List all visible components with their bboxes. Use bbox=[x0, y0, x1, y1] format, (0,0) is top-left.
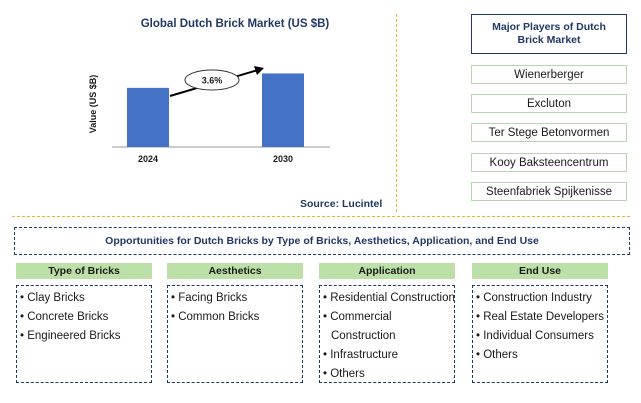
category-header-end-use: End Use bbox=[472, 263, 608, 279]
cagr-label: 3.6% bbox=[202, 76, 223, 86]
player-item: Steenfabriek Spijkenisse bbox=[471, 182, 627, 201]
bar-2024 bbox=[127, 87, 169, 147]
list-item: Engineered Bricks bbox=[20, 327, 151, 346]
list-item: Individual Consumers bbox=[476, 327, 607, 346]
list-item: Common Bricks bbox=[171, 308, 302, 327]
category-header-aesthetics: Aesthetics bbox=[167, 263, 303, 279]
chart-title: Global Dutch Brick Market (US $B) bbox=[140, 18, 330, 30]
list-item: Construction Industry bbox=[476, 289, 607, 308]
source-label: Source: Lucintel bbox=[300, 198, 383, 210]
category-list-application: Residential Construction Commercial Cons… bbox=[319, 285, 455, 383]
x-tick-label: 2030 bbox=[273, 154, 293, 164]
list-item: Concrete Bricks bbox=[20, 308, 151, 327]
players-title: Major Players of Dutch Brick Market bbox=[471, 14, 627, 54]
player-item: Ter Stege Betonvormen bbox=[471, 123, 627, 142]
cagr-bubble bbox=[184, 69, 240, 91]
category-list-aesthetics: Facing Bricks Common Bricks bbox=[167, 285, 303, 383]
player-item: Kooy Baksteencentrum bbox=[471, 153, 627, 172]
player-item: Wienerberger bbox=[471, 65, 627, 84]
list-item: Others bbox=[476, 346, 607, 365]
list-item: Clay Bricks bbox=[20, 289, 151, 308]
list-item: Commercial Construction bbox=[323, 308, 454, 346]
bar-2030 bbox=[262, 73, 304, 147]
player-item: Excluton bbox=[471, 94, 627, 113]
list-item: Real Estate Developers bbox=[476, 308, 607, 327]
list-item: Facing Bricks bbox=[171, 289, 302, 308]
category-list-type: Clay Bricks Concrete Bricks Engineered B… bbox=[16, 285, 152, 383]
vertical-divider bbox=[396, 14, 397, 212]
market-bar-chart: Value (US $B) 2024 2030 3.6% bbox=[88, 66, 330, 164]
category-header-type: Type of Bricks bbox=[16, 263, 152, 279]
list-item: Others bbox=[323, 365, 454, 382]
list-item: Residential Construction bbox=[323, 289, 454, 308]
x-tick-label: 2024 bbox=[138, 154, 158, 164]
category-header-application: Application bbox=[319, 263, 455, 279]
horizontal-divider bbox=[12, 216, 630, 217]
opportunities-title: Opportunities for Dutch Bricks by Type o… bbox=[14, 227, 630, 255]
category-list-end-use: Construction Industry Real Estate Develo… bbox=[472, 285, 608, 383]
y-axis-label: Value (US $B) bbox=[88, 75, 98, 134]
list-item: Infrastructure bbox=[323, 346, 454, 365]
growth-arrowhead bbox=[254, 66, 264, 75]
